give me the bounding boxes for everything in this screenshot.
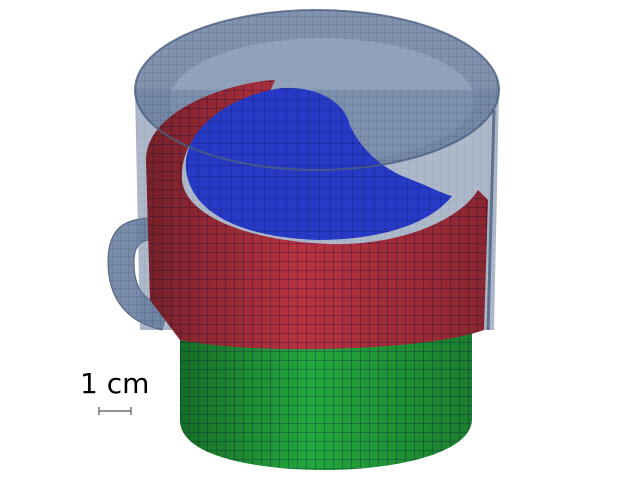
mug-rim: [134, 9, 500, 331]
red-layer: [146, 80, 488, 350]
scale-bar-label: 1 cm: [80, 367, 149, 400]
blue-fluid: [185, 87, 453, 241]
scale-bar: 1 cm: [80, 367, 149, 415]
green-layer: [180, 320, 472, 470]
